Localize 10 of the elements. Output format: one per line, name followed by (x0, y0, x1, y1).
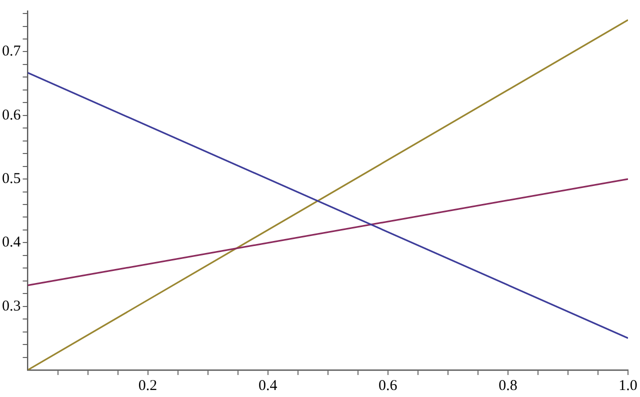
y-tick-label: 0.4 (2, 234, 22, 251)
y-tick-label: 0.7 (2, 44, 22, 60)
x-tick-label: 1.0 (618, 378, 638, 394)
x-tick-label: 0.6 (378, 378, 398, 394)
x-tick-label: 0.4 (258, 378, 278, 394)
x-tick-label: 0.2 (138, 378, 158, 394)
x-tick-label: 0.8 (498, 378, 518, 394)
y-tick-label: 0.5 (2, 170, 21, 187)
y-tick-label: 0.6 (2, 107, 22, 124)
y-tick-label: 0.3 (2, 298, 21, 314)
